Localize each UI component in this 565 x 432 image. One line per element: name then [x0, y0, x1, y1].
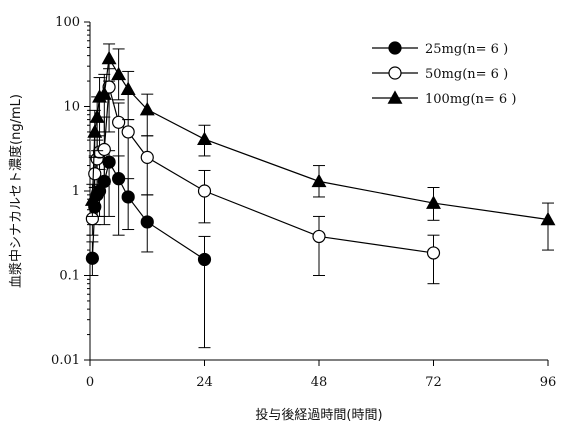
data-point: [89, 109, 105, 123]
x-tick-label: 24: [196, 375, 213, 390]
y-tick-label: 0.01: [51, 353, 80, 368]
legend: 25mg(n= 6 ) 50mg(n= 6 ) 100mg(n= 6 ): [372, 41, 516, 107]
axes: 0.01 0.1 1 10 100 0 24 48 72 96: [51, 15, 556, 390]
legend-entry-25mg: 25mg(n= 6 ): [372, 41, 508, 57]
data-point: [139, 101, 155, 116]
data-point: [140, 215, 154, 229]
series-line: [91, 56, 549, 221]
data-point: [426, 195, 441, 209]
y-tick-label: 0.1: [59, 269, 80, 284]
x-tick-label: 96: [540, 375, 557, 390]
legend-label: 25mg(n= 6 ): [425, 42, 508, 57]
legend-label: 100mg(n= 6 ): [425, 92, 516, 107]
legend-entry-50mg: 50mg(n= 6 ): [372, 66, 508, 82]
x-axis-title: 投与後経過時間(時間): [255, 407, 382, 423]
data-point: [197, 252, 212, 267]
x-tick-label: 48: [311, 375, 328, 390]
data-point: [112, 115, 126, 129]
data-point: [197, 131, 212, 145]
legend-marker: [388, 66, 402, 80]
series-50mg: [85, 68, 441, 285]
series-layer: [84, 43, 556, 349]
data-point: [97, 142, 111, 157]
data-point: [88, 167, 102, 181]
data-point: [85, 251, 99, 265]
series-25mg: [85, 150, 212, 349]
legend-marker: [387, 90, 403, 104]
data-point: [101, 50, 117, 65]
data-point: [87, 124, 103, 138]
data-point: [120, 81, 136, 96]
data-point: [121, 125, 135, 139]
data-point: [84, 192, 100, 206]
x-tick-label: 0: [86, 375, 94, 390]
y-axis-title: 血漿中シナカルセト濃度(ng/mL): [8, 94, 24, 288]
data-point: [312, 229, 326, 244]
data-point: [540, 211, 556, 226]
data-point: [96, 86, 112, 100]
data-point: [102, 155, 116, 169]
y-tick-label: 100: [55, 15, 80, 30]
series-100mg: [84, 43, 556, 251]
y-tick-label: 10: [63, 100, 80, 115]
y-tick-label: 1: [72, 184, 80, 199]
data-point: [197, 184, 212, 198]
data-point: [426, 246, 441, 260]
data-point: [311, 173, 327, 188]
legend-entry-100mg: 100mg(n= 6 ): [372, 90, 516, 107]
data-point: [111, 66, 127, 81]
legend-marker: [388, 41, 402, 55]
data-point: [140, 150, 154, 164]
legend-label: 50mg(n= 6 ): [425, 67, 508, 82]
x-tick-label: 72: [425, 375, 442, 390]
